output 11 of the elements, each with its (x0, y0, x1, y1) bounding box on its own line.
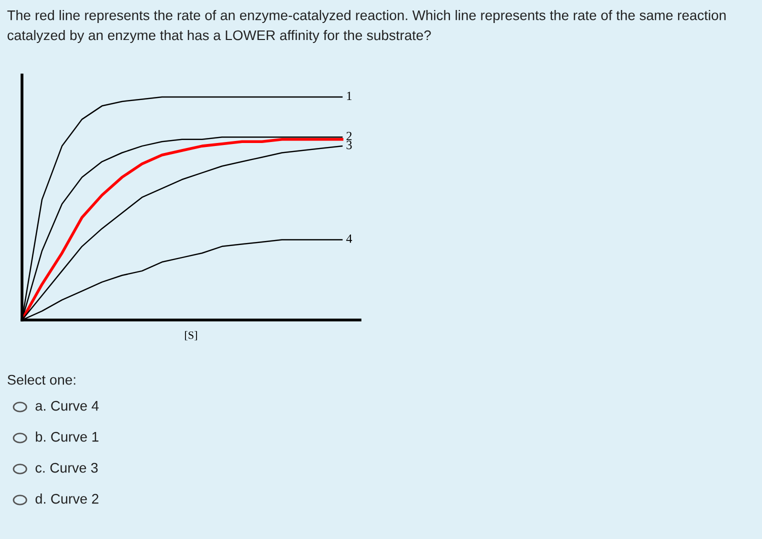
text: b. Curve 1 (36, 432, 98, 442)
text: a. Curve 4 (36, 400, 99, 411)
series-label: 2 (346, 132, 352, 140)
chart-title: The red line represents the rate of an enzyme-catalyzed reaction. Which line represents the rate of the same reaction catalyzed by an enzyme that has a LOWER affinity for the substrate? (7, 10, 726, 43)
series-label: 1 (347, 92, 352, 100)
series-label: 4 (346, 234, 352, 243)
x-axis-title: [S] (185, 331, 197, 340)
text: d. Curve 2 (36, 494, 98, 504)
series-label: 3 (346, 140, 352, 150)
text: c. Curve 3 (36, 462, 98, 473)
text: Select one: (8, 374, 76, 385)
